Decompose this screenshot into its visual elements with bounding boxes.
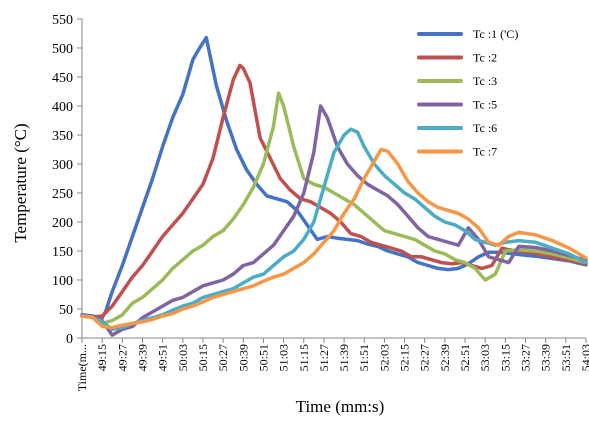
series-line-6 (80, 147, 588, 330)
y-tick-label: 0 (66, 332, 73, 347)
x-tick-label: 50:27 (216, 344, 230, 371)
series-line-3 (80, 91, 588, 326)
x-tick-label: 52:15 (398, 344, 412, 371)
series-line-1 (80, 35, 588, 320)
legend-label: Tc :3 (473, 74, 497, 88)
x-tick-label: 52:51 (458, 344, 472, 371)
x-tick-label: Time(m... (75, 344, 89, 391)
legend-label: Tc :6 (473, 121, 497, 135)
x-tick-label: 52:27 (418, 344, 432, 371)
x-tick-label: 49:51 (156, 344, 170, 371)
x-tick-label: 50:51 (256, 344, 270, 371)
y-tick-label: 100 (52, 274, 73, 289)
x-tick-label: 50:15 (196, 344, 210, 371)
x-tick-label: 54:03 (579, 344, 589, 371)
x-tick-label: 51:15 (297, 344, 311, 371)
x-tick-label: 53:27 (519, 344, 533, 371)
series-lines (80, 35, 588, 337)
legend-label: Tc :5 (473, 98, 497, 112)
x-tick-label: 49:39 (135, 344, 149, 371)
y-tick-label: 50 (59, 303, 73, 318)
x-tick-label: 52:03 (377, 344, 391, 371)
series-line-2 (80, 63, 588, 319)
x-tick-label: 51:51 (357, 344, 371, 371)
y-tick-label: 450 (52, 71, 73, 86)
legend-box (412, 19, 537, 168)
x-axis: Time(m... 49:15 49:27 49:39 49:51 50:03 50:15 5… (75, 337, 589, 391)
x-axis-title: Time (mm:s) (296, 397, 385, 416)
x-tick-label: 52:39 (438, 344, 452, 371)
y-tick-label: 400 (52, 100, 73, 115)
x-tick-label: 51:39 (337, 344, 351, 371)
y-tick-label: 150 (52, 245, 73, 260)
legend: Tc :1 ('C) Tc :2 Tc :3 Tc :5 Tc :6 Tc :7 (412, 19, 537, 168)
x-tick-label: 51:27 (317, 344, 331, 371)
x-tick-label: 53:03 (478, 344, 492, 371)
y-tick-label: 350 (52, 129, 73, 144)
x-tick-label: 51:03 (277, 344, 291, 371)
legend-label: Tc :7 (473, 145, 497, 159)
x-tick-label: 50:03 (176, 344, 190, 371)
y-axis: 0 50 100 150 200 250 300 350 400 450 500 550 (52, 13, 83, 347)
x-tick-label: 53:39 (539, 344, 553, 371)
x-tick-label: 50:39 (236, 344, 250, 371)
x-tick-label: 49:15 (95, 344, 109, 371)
y-tick-label: 250 (52, 187, 73, 202)
y-tick-label: 300 (52, 158, 73, 173)
y-axis-title: Temperature (°C) (11, 123, 30, 242)
x-tick-label: 53:51 (559, 344, 573, 371)
legend-label: Tc :1 ('C) (473, 27, 518, 41)
legend-label: Tc :2 (473, 51, 497, 65)
y-tick-label: 550 (52, 13, 73, 28)
y-tick-label: 200 (52, 216, 73, 231)
x-tick-label: 53:15 (498, 344, 512, 371)
x-tick-label: 49:27 (115, 344, 129, 371)
y-tick-label: 500 (52, 42, 73, 57)
